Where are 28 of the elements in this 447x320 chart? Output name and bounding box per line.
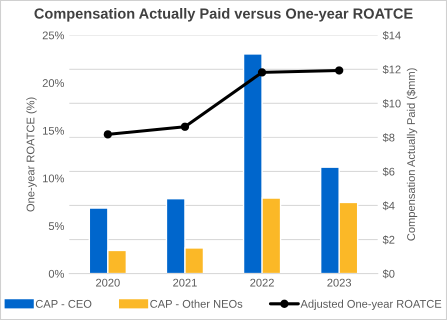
y2-axis-title: Compensation Actually Paid ($mm) <box>406 68 418 241</box>
y-tick-label: 25% <box>42 31 64 40</box>
y-tick-label: 15% <box>43 126 64 135</box>
legend-label: CAP - CEO <box>36 300 92 308</box>
point <box>334 66 344 75</box>
point <box>104 130 112 139</box>
y2-tick-label: $6 <box>382 167 394 176</box>
legend-label: Adjusted One-year ROATCE <box>300 300 442 310</box>
y-tick-label: 5% <box>48 222 64 230</box>
y2-tick-label: $14 <box>382 31 401 40</box>
y-axis-title: One-year ROATCE (%) <box>26 97 37 212</box>
y2-tick-label: $2 <box>382 235 394 244</box>
y2-tick-label: $10 <box>382 99 401 108</box>
chart-title: Compensation Actually Paid versus One-year ROATCE <box>34 8 413 22</box>
x-tick-label: 2023 <box>327 278 352 287</box>
y2-tick-label: $0 <box>382 269 394 278</box>
point <box>258 68 266 77</box>
x-tick-label: 2020 <box>96 278 120 287</box>
legend-label: CAP - Other NEOs <box>150 300 242 308</box>
y-tick-label: 10% <box>43 174 64 182</box>
x-tick-label: 2021 <box>173 278 197 287</box>
x-tick-label: 2022 <box>250 278 274 287</box>
y2-tick-label: $4 <box>382 201 395 210</box>
y-tick-label: 0% <box>48 270 64 278</box>
y2-tick-label: $8 <box>382 133 394 142</box>
y-tick-label: 20% <box>42 79 64 88</box>
point <box>180 122 190 131</box>
y2-tick-label: $12 <box>382 65 401 74</box>
